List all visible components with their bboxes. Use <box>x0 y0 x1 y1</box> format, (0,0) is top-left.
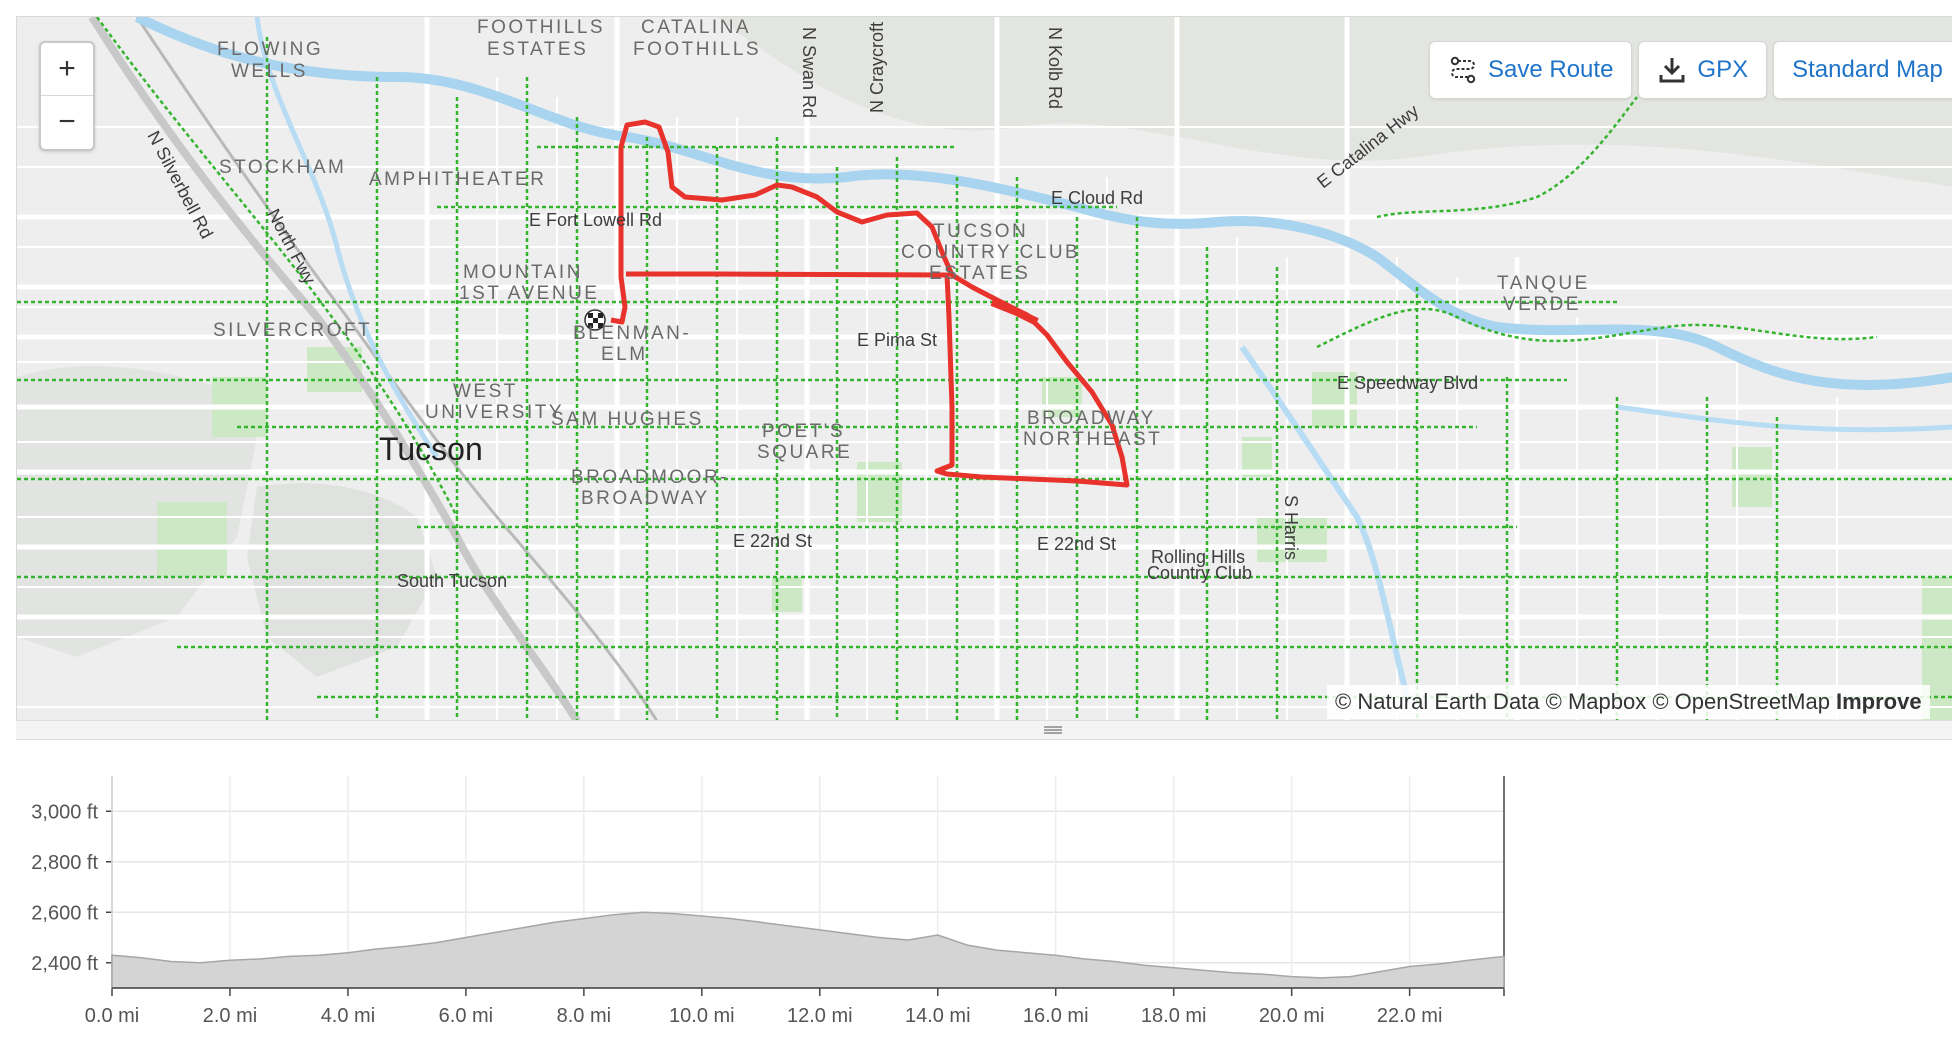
elevation-area <box>111 911 1505 989</box>
x-tick-label: 16.0 mi <box>1023 1005 1089 1027</box>
road-label: E 22nd St <box>1037 534 1116 554</box>
ride-route-overlap <box>990 298 1039 326</box>
zoom-out-button[interactable]: − <box>41 95 93 148</box>
save-route-label: Save Route <box>1488 56 1614 83</box>
terrain-west <box>17 366 257 657</box>
tanque-verde-wash <box>1239 345 1410 698</box>
map-attribution: © Natural Earth Data © Mapbox © OpenStre… <box>1327 685 1930 719</box>
neighborhood-label: BROADWAY <box>1027 408 1156 429</box>
neighborhood-label: VERDE <box>1503 294 1581 315</box>
x-tick-label: 18.0 mi <box>1141 1005 1207 1027</box>
x-tick-label: 2.0 mi <box>203 1005 257 1027</box>
neighborhood-label: FOOTHILLS <box>477 17 605 38</box>
neighborhood-label: 1ST AVENUE <box>459 283 599 304</box>
elevation-chart[interactable]: 2,400 ft 2,600 ft 2,800 ft 3,000 ft 0.0 mi 2… <box>16 740 1952 1036</box>
road-label: E Pima St <box>857 330 937 350</box>
x-tick-label: 0.0 mi <box>85 1005 139 1027</box>
road-label: E Fort Lowell Rd <box>529 210 662 230</box>
y-tick-label: 2,800 ft <box>31 852 98 874</box>
neighborhood-label: BROADMOOR- <box>571 467 729 488</box>
road-label: South Tucson <box>397 571 507 591</box>
road-label: S Harris <box>1281 495 1301 560</box>
ride-route[interactable] <box>610 119 1130 488</box>
terrain-tumamoc <box>247 483 437 677</box>
x-tick-label: 14.0 mi <box>905 1005 971 1027</box>
neighborhood-label: TUCSON <box>933 221 1028 242</box>
x-tick-label: 4.0 mi <box>321 1005 375 1027</box>
gpx-label: GPX <box>1697 56 1749 83</box>
park-area <box>157 502 227 577</box>
neighborhood-label: CATALINA <box>641 17 751 38</box>
city-label: Tucson <box>379 431 483 467</box>
map-style-dropdown[interactable]: Standard Map <box>1773 41 1952 99</box>
elevation-profile[interactable]: 2,400 ft 2,600 ft 2,800 ft 3,000 ft 0.0 mi 2… <box>16 740 1952 1036</box>
wash <box>1616 404 1952 433</box>
gpx-download-button[interactable]: GPX <box>1638 41 1768 99</box>
panel-resize-bar[interactable] <box>16 720 1952 740</box>
save-route-button[interactable]: Save Route <box>1429 41 1633 99</box>
road-label: E Speedway Blvd <box>1337 373 1478 393</box>
zoom-in-button[interactable]: + <box>58 52 76 85</box>
download-icon <box>1659 58 1685 83</box>
zoom-control: + − <box>39 41 95 151</box>
neighborhood-label: ELM <box>601 344 648 365</box>
road-label: E Cloud Rd <box>1051 188 1143 208</box>
map-style-label: Standard Map <box>1792 56 1943 83</box>
neighborhood-label: POET'S <box>762 421 845 442</box>
freeway <box>88 17 581 721</box>
neighborhood-label: STOCKHAM <box>219 157 346 178</box>
neighborhood-label: TANQUE <box>1497 273 1590 294</box>
santa-cruz-river <box>254 17 440 459</box>
map-toolbar: Save Route GPX Standard Map <box>1429 41 1952 99</box>
road-label: Rolling Hills <box>1151 547 1245 567</box>
neighborhood-label: FLOWING <box>217 39 323 60</box>
route-map[interactable]: FLOWING WELLS FOOTHILLS ESTATES CATALINA… <box>16 16 1952 721</box>
road-label: N Kolb Rd <box>1045 27 1065 109</box>
road-label: N Swan Rd <box>799 27 819 118</box>
x-tick-label: 8.0 mi <box>557 1005 611 1027</box>
major-roads <box>17 17 1952 721</box>
finish-flag-icon[interactable] <box>584 309 606 331</box>
neighborhood-label: NORTHEAST <box>1023 429 1162 450</box>
bike-lanes <box>17 17 1952 721</box>
drag-handle-icon[interactable] <box>1043 725 1063 735</box>
neighborhood-label: WELLS <box>231 61 308 82</box>
railroad <box>135 17 659 721</box>
neighborhood-label: SILVERCROFT <box>213 320 372 341</box>
attribution-text: © Natural Earth Data © Mapbox © OpenStre… <box>1335 689 1830 714</box>
park-area <box>1257 517 1327 562</box>
y-tick-label: 2,600 ft <box>31 902 98 924</box>
rillito-river <box>134 17 1952 390</box>
road-label: E 22nd St <box>733 531 812 551</box>
neighborhood-label: COUNTRY CLUB <box>901 242 1080 263</box>
route-icon <box>1450 56 1476 84</box>
map-canvas[interactable]: FLOWING WELLS FOOTHILLS ESTATES CATALINA… <box>17 17 1952 721</box>
neighborhood-label: WEST <box>453 381 518 402</box>
neighborhood-label: SQUARE <box>757 442 852 463</box>
neighborhood-label: BLENMAN- <box>573 323 691 344</box>
y-tick-label: 2,400 ft <box>31 953 98 975</box>
neighborhood-label: SAM HUGHES <box>551 409 704 430</box>
x-tick-label: 20.0 mi <box>1259 1005 1325 1027</box>
neighborhood-label: ESTATES <box>929 263 1030 284</box>
neighborhood-label: FOOTHILLS <box>633 39 761 60</box>
x-tick-label: 10.0 mi <box>669 1005 735 1027</box>
neighborhood-label: UNIVERSITY <box>425 402 564 423</box>
neighborhood-label: ESTATES <box>487 39 588 60</box>
x-tick-label: 22.0 mi <box>1377 1005 1443 1027</box>
improve-map-link[interactable]: Improve <box>1835 689 1922 714</box>
neighborhood-label: MOUNTAIN <box>463 262 583 283</box>
road-label: Country Club <box>1147 563 1252 583</box>
y-tick-label: 3,000 ft <box>31 801 98 823</box>
road-label: N Craycroft Rd <box>867 17 887 113</box>
x-tick-label: 12.0 mi <box>787 1005 853 1027</box>
neighborhood-label: AMPHITHEATER <box>369 169 546 190</box>
park-area <box>1042 377 1082 417</box>
x-tick-label: 6.0 mi <box>439 1005 493 1027</box>
neighborhood-label: BROADWAY <box>581 488 710 509</box>
neighborhood-labels: FLOWING WELLS FOOTHILLS ESTATES CATALINA… <box>213 17 1590 509</box>
park-area <box>1732 447 1772 507</box>
